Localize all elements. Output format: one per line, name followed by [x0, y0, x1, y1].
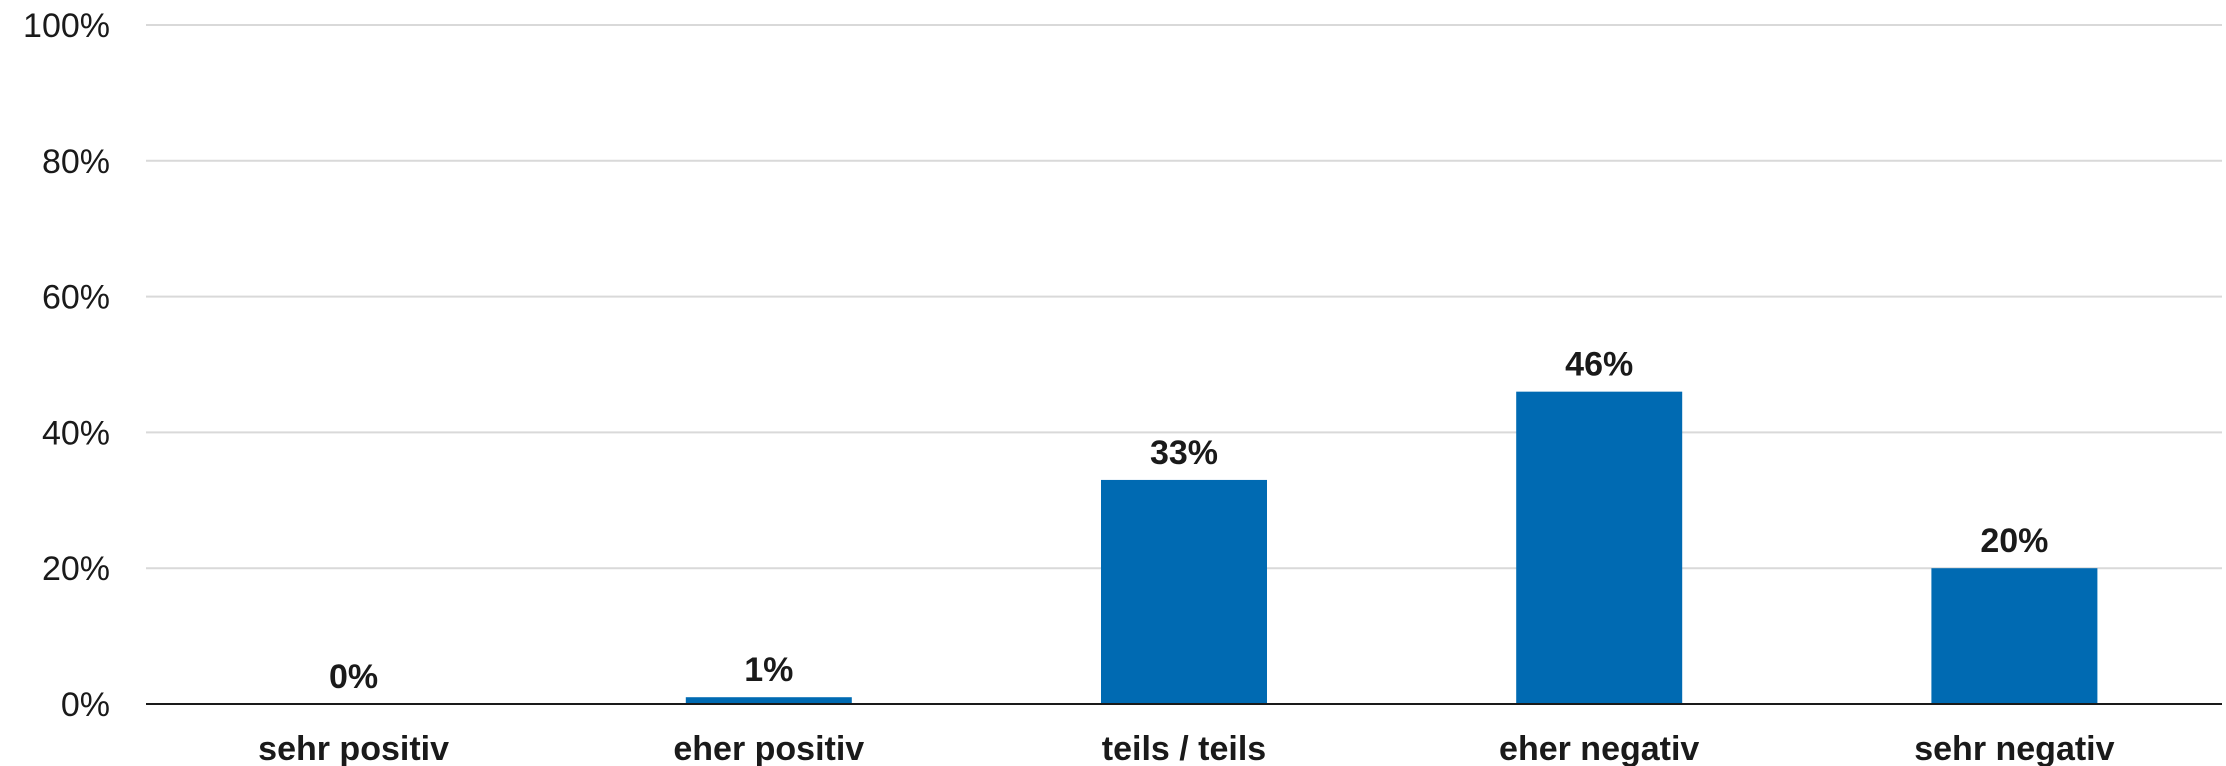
gridlines [146, 24, 2222, 570]
bars [685, 391, 2098, 704]
y-tick-label: 100% [23, 7, 110, 45]
y-tick-label: 0% [61, 686, 110, 724]
x-category-label: eher positiv [673, 730, 864, 766]
x-category-label: eher negativ [1499, 730, 1699, 766]
x-category-label: sehr positiv [258, 730, 449, 766]
bar [1516, 391, 1683, 704]
data-labels: 0% 1% 33% 46% 20% [329, 346, 2048, 696]
x-category-label: teils / teils [1102, 730, 1266, 766]
bar [685, 697, 852, 704]
x-category-label: sehr negativ [1914, 730, 2114, 766]
data-label: 46% [1565, 346, 1633, 384]
data-label: 1% [744, 651, 793, 689]
bar [1101, 479, 1267, 704]
y-axis-ticks: 0% 20% 40% 60% 80% 100% [23, 7, 110, 724]
data-label: 0% [329, 658, 378, 696]
y-tick-label: 60% [42, 279, 110, 317]
data-label: 20% [1980, 522, 2048, 560]
y-tick-label: 40% [42, 414, 110, 452]
bar [1931, 568, 2098, 704]
y-tick-label: 80% [42, 143, 110, 181]
data-label: 33% [1150, 434, 1218, 472]
x-axis-categories: sehr positiv eher positiv teils / teils ehe… [258, 730, 2114, 766]
y-tick-label: 20% [42, 550, 110, 588]
